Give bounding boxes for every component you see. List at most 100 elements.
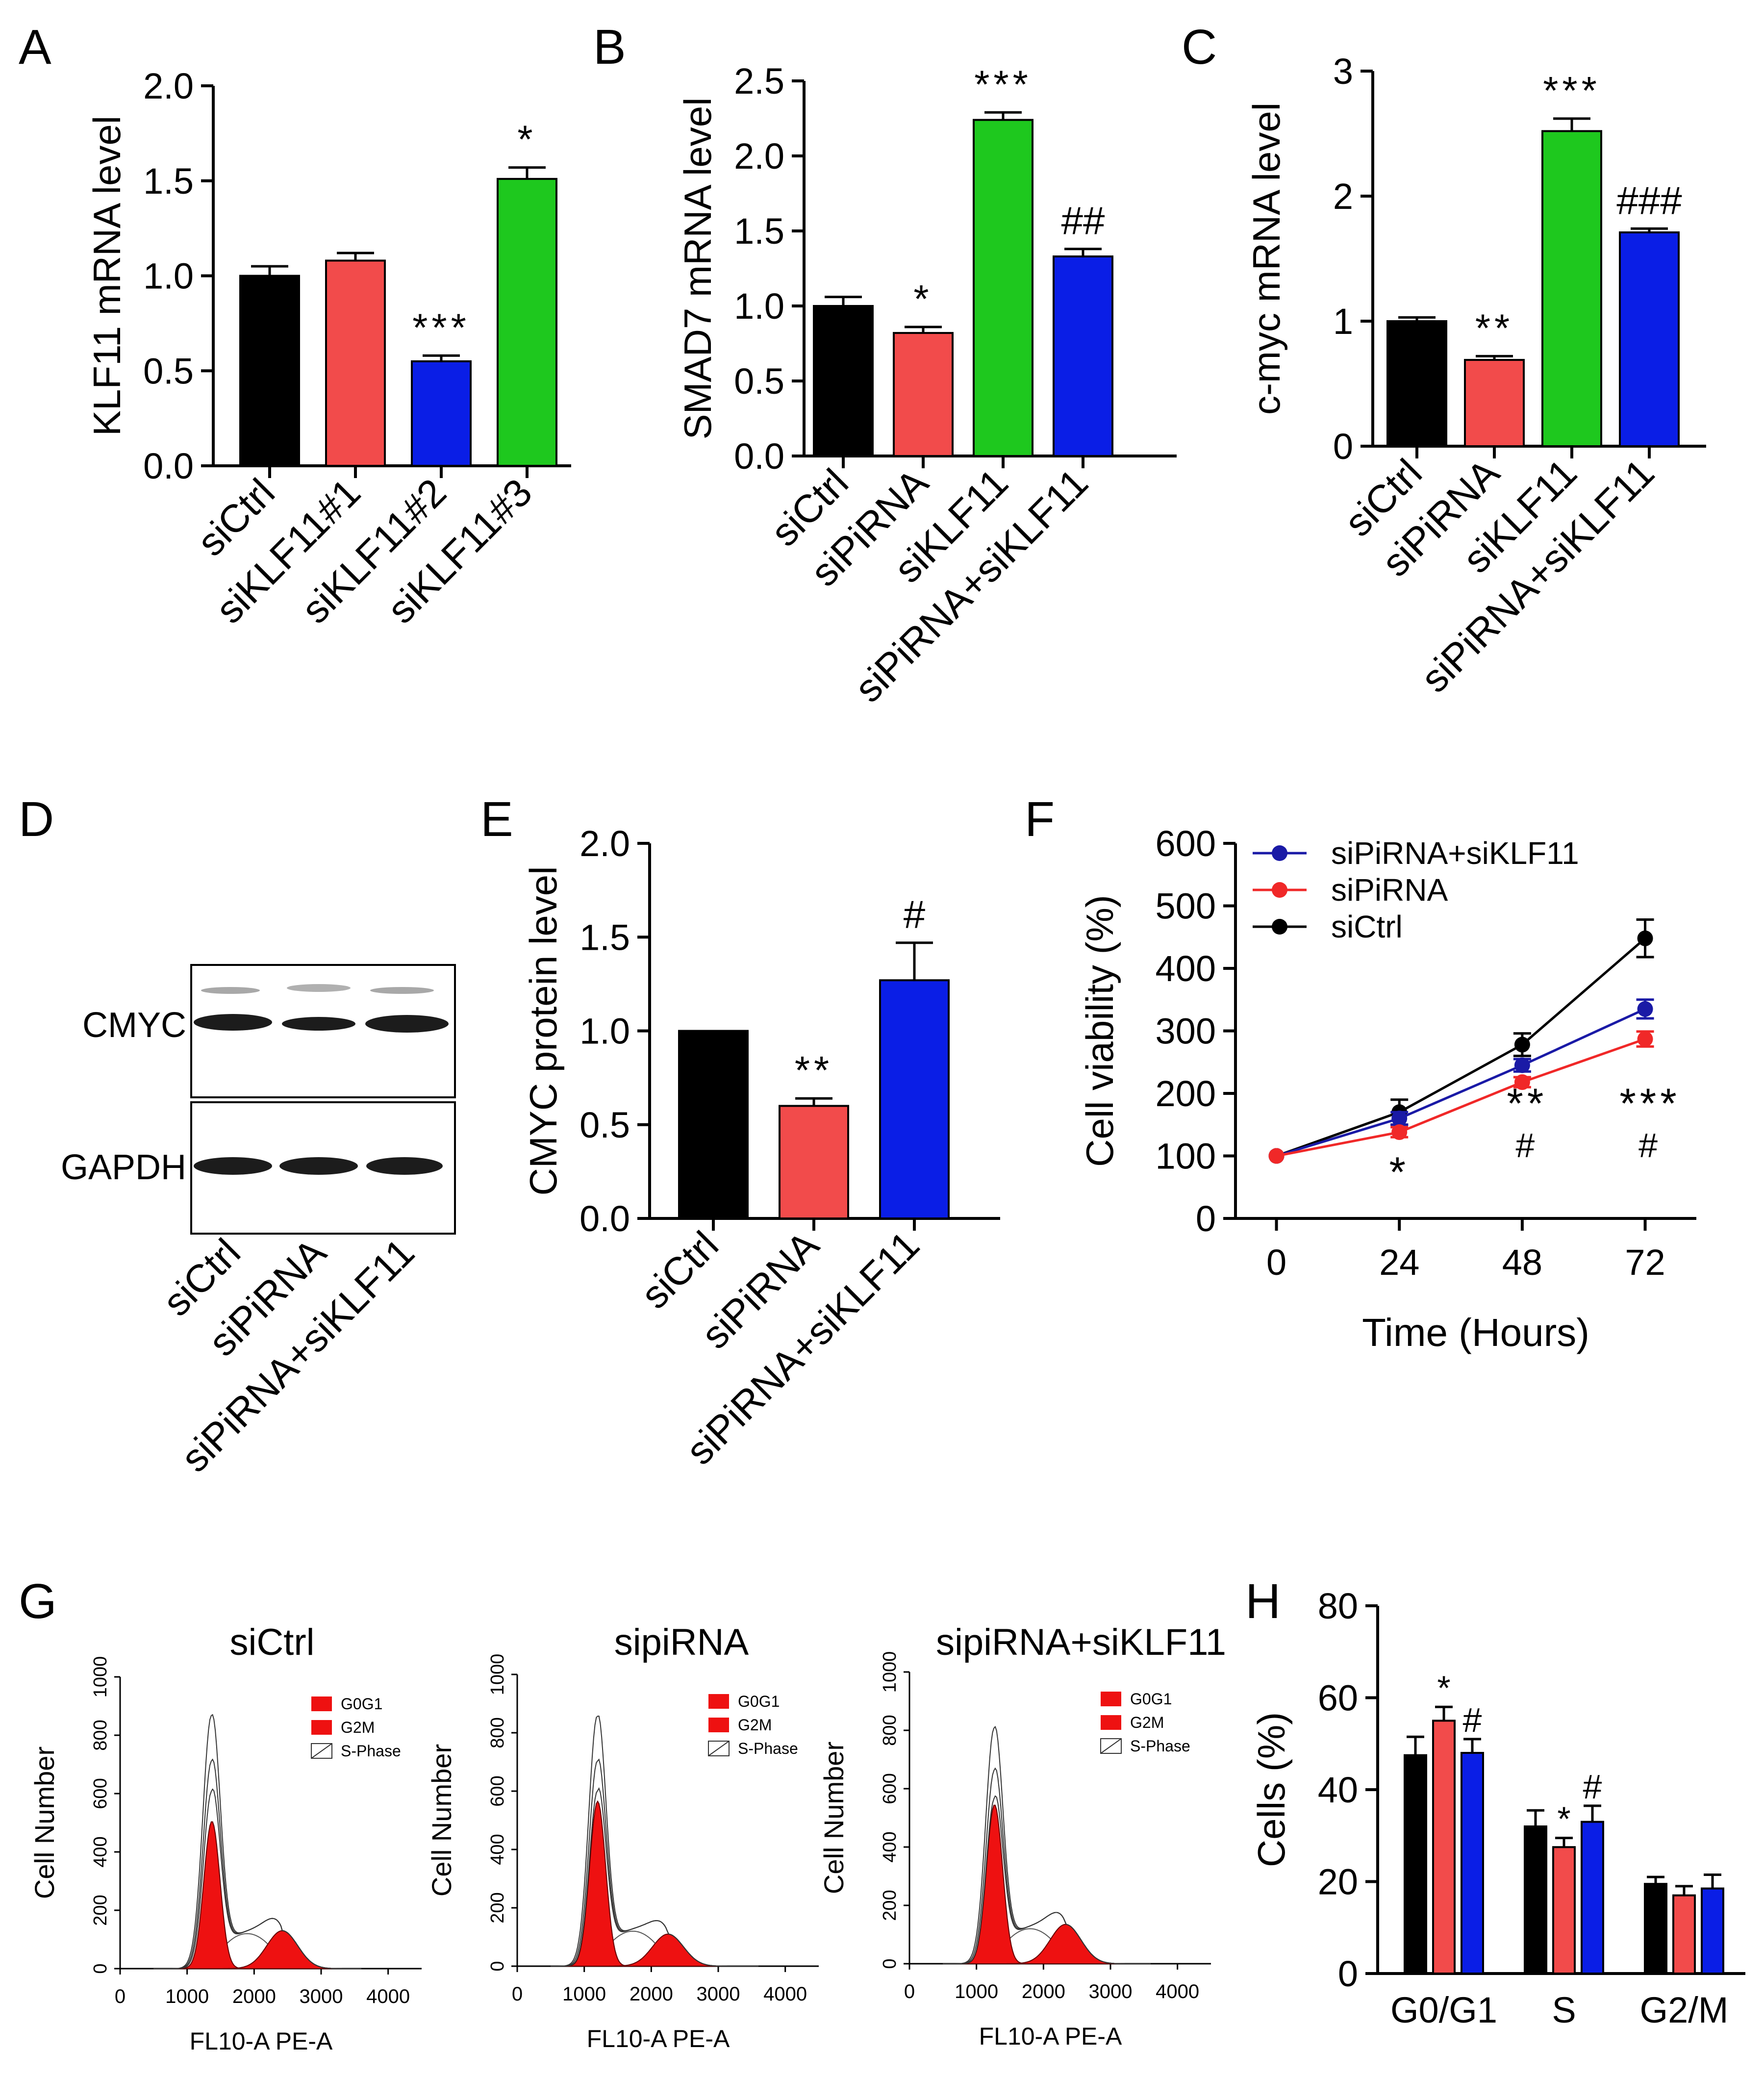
legend-label: S-Phase (341, 1742, 401, 1760)
x-tick-label: siCtrl (632, 1223, 727, 1317)
y-tick-label: 0 (1333, 426, 1353, 467)
bar (1386, 320, 1447, 447)
y-tick-label: 2.0 (580, 823, 630, 864)
legend-label: G2M (738, 1716, 772, 1734)
data-point (1514, 1074, 1530, 1090)
gapdh-band-1 (194, 1157, 272, 1175)
significance-label: # (1515, 1126, 1538, 1165)
y-tick-label: 400 (1156, 948, 1216, 989)
histogram-title: sipiRNA+siKLF11 (936, 1621, 1226, 1663)
significance-label: * (517, 118, 536, 161)
bar (239, 275, 300, 467)
cmyc-bands (194, 984, 449, 1033)
bar (1581, 1821, 1604, 1975)
y-tick-label: 1.0 (734, 286, 784, 327)
fit-outline (943, 1767, 1151, 1964)
significance-label: ### (1616, 178, 1682, 222)
series-line (1276, 1038, 1646, 1157)
y-tick-label: 300 (1156, 1011, 1216, 1052)
y-tick-label: 200 (1156, 1073, 1216, 1114)
x-tick-label: 3000 (697, 1983, 740, 2005)
bar (411, 360, 472, 467)
x-tick-label: S (1552, 1990, 1576, 2030)
y-tick-label: 800 (487, 1717, 508, 1748)
y-tick-label: 0.0 (580, 1198, 630, 1239)
legend-label: G2M (341, 1719, 375, 1736)
legend-swatch-g2m (708, 1718, 729, 1732)
y-tick-label: 2 (1333, 176, 1353, 217)
y-tick-label: 200 (487, 1892, 508, 1923)
x-tick-label: 72 (1625, 1242, 1665, 1283)
y-tick-label: 0.5 (580, 1105, 630, 1145)
bar (893, 332, 954, 457)
bar (1552, 1846, 1576, 1975)
y-axis-label: Cell Number (818, 1742, 849, 1894)
y-tick-label: 800 (880, 1715, 900, 1746)
data-point (1637, 930, 1653, 946)
x-tick-label: G0/G1 (1390, 1990, 1497, 2030)
x-tick-label: 3000 (1089, 1981, 1133, 2002)
legend-marker (1272, 882, 1287, 898)
cmyc-faint-band-3 (370, 987, 434, 994)
y-axis-label: CMYC protein level (522, 866, 565, 1196)
significance-label: * (1437, 1669, 1450, 1707)
y-tick-label: 0.0 (143, 446, 194, 486)
significance-label: * (1557, 1799, 1570, 1838)
legend-label: G0G1 (341, 1695, 382, 1713)
cmyc-band-3 (365, 1015, 449, 1033)
x-tick-label: 24 (1379, 1242, 1419, 1283)
legend-swatch-g2m (311, 1720, 332, 1735)
y-tick-label: 400 (880, 1831, 900, 1862)
cmyc-band-2 (282, 1017, 355, 1031)
y-tick-label: 80 (1318, 1586, 1358, 1626)
bar (1541, 130, 1602, 447)
panel-letter-a: A (19, 20, 51, 75)
y-tick-label: 600 (1156, 823, 1216, 864)
legend-hatch (1100, 1738, 1122, 1754)
y-axis-label: Cell Number (29, 1747, 60, 1899)
significance-label: ** (1507, 1080, 1547, 1127)
bar (879, 979, 950, 1219)
data-point (1637, 1031, 1653, 1047)
y-axis-label: Cell viability (%) (1078, 895, 1121, 1167)
y-tick-label: 600 (880, 1773, 900, 1804)
fit-outline (943, 1725, 1151, 1964)
x-tick-label: 1000 (165, 1986, 209, 2007)
y-tick-label: 0.5 (734, 361, 784, 402)
legend-swatch-g2m (1101, 1715, 1121, 1730)
y-axis-label: Cells (%) (1250, 1712, 1293, 1867)
data-point (1268, 1148, 1285, 1164)
cmyc-band-1 (194, 1014, 272, 1031)
gapdh-band-3 (366, 1157, 443, 1175)
histogram-title: sipiRNA (614, 1621, 749, 1663)
y-tick-label: 0 (487, 1961, 508, 1971)
panel-letter-g: G (19, 1574, 57, 1629)
bar (1404, 1754, 1427, 1975)
blot-label-cmyc: CMYC (82, 1006, 186, 1045)
significance-label: # (1463, 1701, 1482, 1739)
significance-label: *** (1543, 69, 1600, 112)
y-tick-label: 1.0 (143, 256, 194, 297)
significance-label: * (913, 277, 932, 321)
y-tick-label: 500 (1156, 886, 1216, 927)
y-tick-label: 1000 (90, 1656, 111, 1698)
histogram-3: sipiRNA+siKLF11 0 200 400 600 800 1000 0 1000 200… (818, 1621, 1226, 2050)
fit-outline (153, 1788, 361, 1969)
y-tick-label: 1.5 (580, 917, 630, 958)
y-tick-label: 60 (1318, 1678, 1358, 1719)
bar (973, 119, 1033, 457)
y-tick-label: 200 (880, 1890, 900, 1921)
y-tick-label: 0.0 (734, 436, 784, 477)
y-tick-label: 2.0 (734, 136, 784, 177)
histogram-1: siCtrl 0 200 400 600 800 1000 0 1000 2000 3000 4000… (29, 1621, 422, 2055)
y-tick-label: 400 (487, 1834, 508, 1865)
bar (497, 177, 557, 467)
y-tick-label: 2.5 (734, 61, 784, 101)
gapdh-bands (194, 1157, 443, 1175)
bar (1524, 1825, 1547, 1975)
y-tick-label: 20 (1318, 1862, 1358, 1902)
y-axis-label: SMAD7 mRNA level (676, 98, 719, 440)
histogram-title: siCtrl (229, 1621, 314, 1663)
x-tick-label: 3000 (300, 1986, 343, 2007)
